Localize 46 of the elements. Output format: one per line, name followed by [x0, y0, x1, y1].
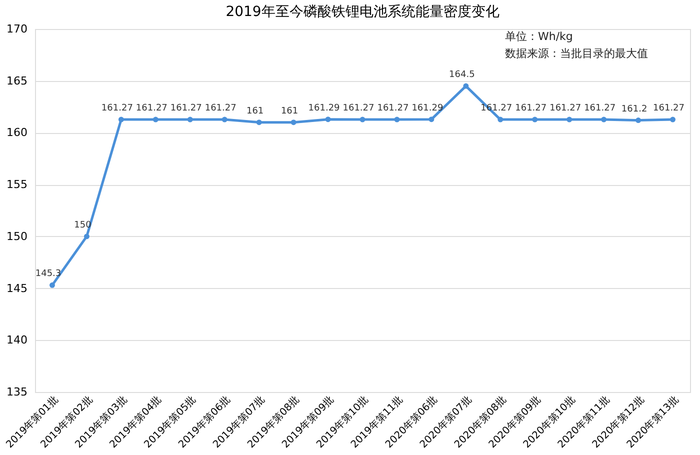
point [532, 116, 538, 122]
data-label: 161.27 [377, 104, 409, 114]
point [118, 116, 124, 122]
chart-title: 2019年至今磷酸铁锂电池系统能量密度变化 [226, 4, 500, 20]
point [670, 116, 676, 122]
y-tick-label: 155 [6, 178, 28, 192]
point [152, 116, 158, 122]
point [84, 234, 90, 240]
data-label: 161.27 [342, 104, 374, 114]
data-label: 161.27 [204, 104, 236, 114]
point [428, 116, 434, 122]
data-label: 161 [280, 106, 298, 116]
data-label: 164.5 [449, 70, 475, 80]
data-label: 161.27 [584, 104, 616, 114]
data-label: 161.27 [170, 104, 202, 114]
point [256, 120, 262, 126]
y-tick-label: 160 [6, 126, 28, 140]
point [498, 116, 504, 122]
point [50, 282, 55, 288]
point [394, 116, 400, 122]
annotation: 数据来源：当批目录的最大值 [505, 47, 648, 60]
data-label: 161.2 [621, 104, 648, 114]
y-tick-label: 145 [6, 282, 28, 295]
point [290, 120, 296, 126]
point [601, 116, 607, 122]
y-tick-label: 165 [6, 74, 28, 88]
data-label: 161.29 [412, 103, 444, 114]
data-label: 161.27 [101, 104, 133, 114]
point [463, 83, 469, 89]
y-tick-label: 135 [6, 386, 28, 398]
data-label: 161 [246, 106, 264, 116]
point [222, 116, 228, 122]
point [187, 116, 193, 122]
point [566, 116, 572, 122]
data-label: 161.27 [136, 104, 168, 114]
point [360, 116, 366, 122]
data-label: 161.27 [515, 104, 547, 114]
data-label: 161.29 [308, 103, 340, 114]
point [325, 116, 331, 122]
data-label: 161.27 [550, 104, 582, 114]
annotation: 单位：Wh/kg [505, 30, 573, 43]
y-tick-label: 150 [6, 230, 28, 243]
data-label: 161.27 [653, 104, 685, 114]
y-tick-label: 140 [6, 334, 28, 347]
y-tick-label: 170 [6, 22, 28, 36]
point [636, 118, 642, 123]
